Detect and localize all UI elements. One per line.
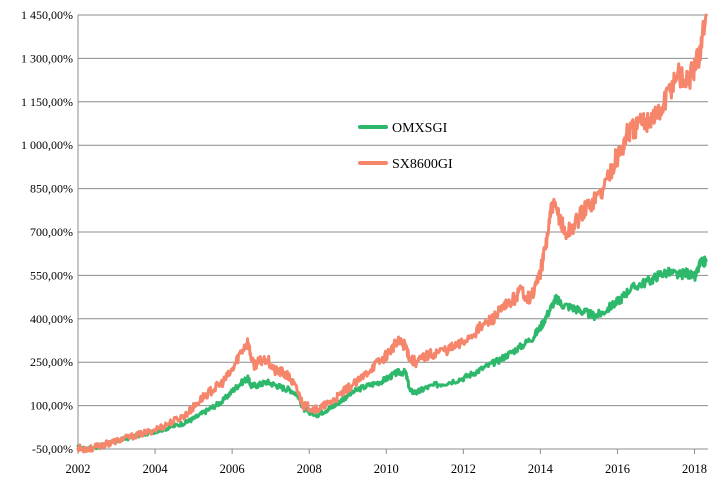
y-tick-label: 550,00% bbox=[30, 268, 73, 282]
legend-label-sx8600gi: SX8600GI bbox=[392, 157, 453, 172]
y-tick-label: 250,00% bbox=[30, 355, 73, 369]
y-tick-label: 1 150,00% bbox=[21, 95, 73, 109]
series-layer bbox=[76, 13, 708, 454]
gridlines bbox=[78, 14, 708, 450]
x-tick-label: 2002 bbox=[66, 462, 91, 476]
x-tick-label: 2018 bbox=[682, 462, 707, 476]
x-tick-label: 2012 bbox=[451, 462, 476, 476]
y-tick-label: -50,00% bbox=[32, 442, 73, 456]
y-tick-label: 700,00% bbox=[30, 225, 73, 239]
legend-label-omxsgi: OMXSGI bbox=[392, 121, 448, 136]
x-axis: 2002 2004 2006 2008 2010 2012 2014 2016 2018 bbox=[66, 448, 708, 476]
x-tick-label: 2004 bbox=[143, 462, 169, 476]
y-axis: -50,00% 100,00% 250,00% 400,00% 550,00% 700,0… bbox=[21, 8, 79, 456]
series-line-sx8600gi bbox=[76, 13, 708, 454]
series-line-omxsgi bbox=[76, 255, 708, 453]
y-tick-label: 1 300,00% bbox=[21, 51, 73, 65]
y-tick-label: 100,00% bbox=[30, 399, 73, 413]
x-tick-label: 2010 bbox=[374, 462, 399, 476]
legend: OMXSGI SX8600GI bbox=[358, 121, 453, 172]
y-tick-label: 400,00% bbox=[30, 312, 73, 326]
x-tick-label: 2008 bbox=[297, 462, 322, 476]
x-tick-label: 2006 bbox=[220, 462, 245, 476]
x-tick-label: 2016 bbox=[605, 462, 630, 476]
y-tick-label: 1 450,00% bbox=[21, 8, 73, 22]
x-tick-label: 2014 bbox=[528, 462, 554, 476]
y-tick-label: 850,00% bbox=[30, 182, 73, 196]
y-tick-label: 1 000,00% bbox=[21, 138, 73, 152]
